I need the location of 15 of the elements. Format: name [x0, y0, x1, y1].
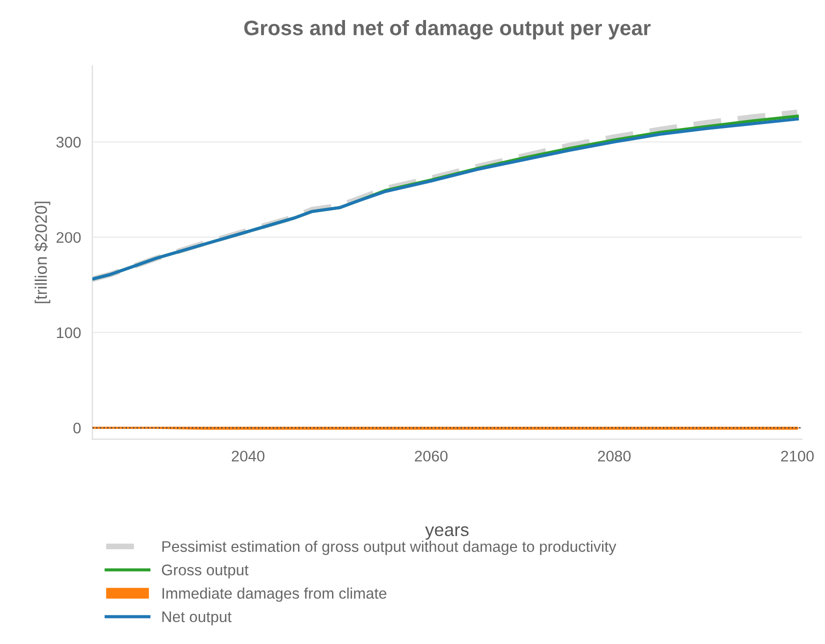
legend-label: Immediate damages from climate — [162, 588, 386, 602]
y-tick-label: 100 — [56, 327, 81, 338]
x-tick-label: 2100 — [781, 450, 814, 462]
x-tick-label: 2080 — [598, 450, 631, 462]
y-tick-label: 200 — [56, 232, 81, 243]
legend-label: Net output — [162, 612, 232, 626]
x-axis-title: years — [425, 526, 469, 540]
y-tick-label: 0 — [73, 422, 81, 434]
y-tick-label: 300 — [56, 136, 81, 148]
x-tick-label: 2040 — [232, 450, 264, 462]
x-tick-label: 2060 — [414, 450, 448, 462]
chart-title: Gross and net of damage output per year — [244, 20, 651, 40]
y-axis-title: [trillion $2020] — [34, 202, 50, 304]
legend-label: Pessimist estimation of gross output without damage to productivity — [162, 540, 616, 555]
legend-label: Gross output — [162, 564, 249, 578]
